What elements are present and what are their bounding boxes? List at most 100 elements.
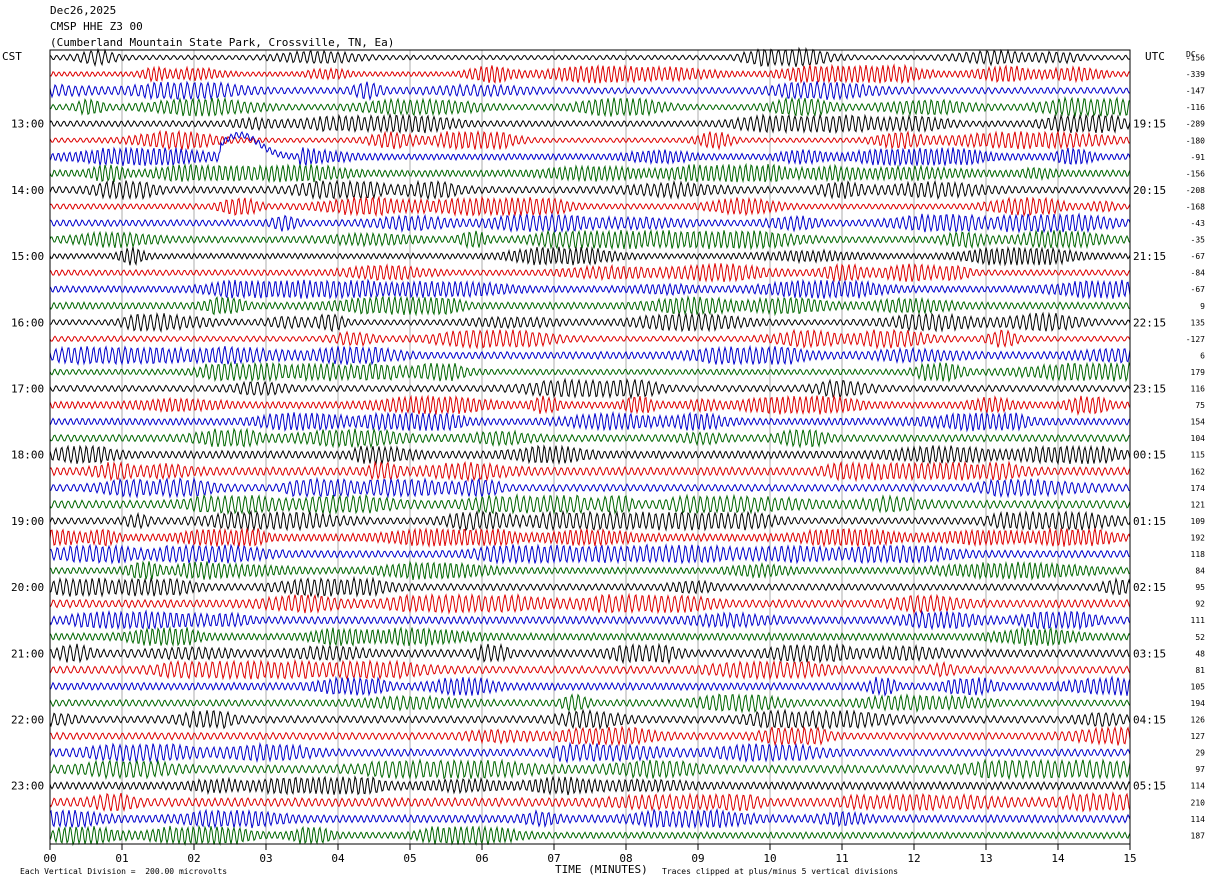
trace-row-42	[49, 741, 1131, 764]
x-tick-label: 01	[115, 852, 128, 865]
header-date: Dec26,2025	[50, 4, 117, 17]
utc-hour-label: 23:15	[1133, 383, 1166, 396]
trace-row-12	[49, 245, 1131, 267]
dc-offset-label: 29	[1195, 749, 1205, 758]
trace-row-38	[49, 675, 1131, 697]
dc-offset-label: 194	[1191, 699, 1206, 708]
trace-row-10	[49, 212, 1131, 234]
dc-offset-label: 115	[1191, 451, 1206, 460]
trace-row-6	[49, 130, 1131, 167]
trace-row-5	[49, 129, 1131, 151]
dc-offset-label: 84	[1195, 567, 1205, 576]
trace-row-1	[49, 63, 1131, 85]
dc-offset-label: -156	[1186, 169, 1205, 178]
dc-offset-label: -168	[1186, 202, 1205, 211]
dc-offset-label: -67	[1191, 252, 1206, 261]
utc-hour-label: 04:15	[1133, 714, 1166, 727]
dc-offset-label: 75	[1195, 401, 1205, 410]
utc-hour-label: 03:15	[1133, 647, 1166, 660]
dc-offset-label: -84	[1191, 269, 1206, 278]
x-tick-label: 13	[979, 852, 992, 865]
dc-offset-label: 154	[1191, 418, 1206, 427]
x-tick-label: 04	[331, 852, 345, 865]
x-tick-label: 12	[907, 852, 920, 865]
x-tick-label: 08	[619, 852, 632, 865]
scale-note: Each Vertical Division = 200.00 microvol…	[20, 867, 227, 876]
trace-row-24	[49, 444, 1131, 466]
trace-row-18	[49, 344, 1131, 366]
trace-row-7	[49, 162, 1131, 184]
trace-row-4	[49, 112, 1131, 135]
trace-row-0	[49, 46, 1131, 68]
dc-offset-label: 118	[1191, 550, 1206, 559]
x-tick-label: 10	[763, 852, 776, 865]
trace-row-34	[49, 609, 1131, 631]
utc-hour-label: 00:15	[1133, 449, 1166, 462]
dc-offset-label: 162	[1191, 467, 1206, 476]
dc-offset-label: 114	[1191, 815, 1206, 824]
dc-offset-label: 111	[1191, 616, 1206, 625]
utc-hour-label: 05:15	[1133, 780, 1166, 793]
dc-offset-label: -289	[1186, 120, 1205, 129]
trace-row-37	[49, 658, 1131, 681]
x-tick-label: 09	[691, 852, 704, 865]
dc-offset-label: 121	[1191, 500, 1206, 509]
utc-hour-label: 22:15	[1133, 316, 1166, 329]
dc-offset-label: -339	[1186, 70, 1205, 79]
utc-hour-label: 21:15	[1133, 250, 1166, 263]
trace-row-26	[49, 476, 1131, 499]
dc-offset-label: 6	[1200, 351, 1205, 360]
trace-row-43	[49, 758, 1131, 781]
utc-hour-label: 20:15	[1133, 184, 1166, 197]
trace-row-11	[49, 229, 1131, 251]
cst-hour-label: 22:00	[11, 714, 44, 727]
dc-offset-label: 92	[1195, 600, 1205, 609]
dc-offset-label: -91	[1191, 153, 1206, 162]
x-tick-label: 03	[259, 852, 272, 865]
trace-row-17	[49, 328, 1131, 350]
trace-row-32	[49, 575, 1131, 599]
header-station: CMSP HHE Z3 00	[50, 20, 143, 33]
header-location: (Cumberland Mountain State Park, Crossvi…	[50, 36, 395, 49]
dc-offset-label: 187	[1191, 831, 1206, 840]
trace-row-9	[49, 195, 1131, 218]
trace-row-16	[49, 311, 1131, 333]
dc-column-label: DC	[1186, 50, 1196, 59]
x-tick-label: 07	[547, 852, 560, 865]
dc-offset-label: 105	[1191, 682, 1206, 691]
dc-offset-labels: -156 -339 -147 -116 -289 -180 -91 -156 -208 -168 -…	[1186, 54, 1205, 841]
x-tick-label: 15	[1123, 852, 1136, 865]
trace-row-30	[49, 543, 1130, 565]
utc-hour-label: 01:15	[1133, 515, 1166, 528]
x-tick-label: 05	[403, 852, 416, 865]
trace-row-22	[49, 410, 1131, 433]
dc-offset-label: 210	[1191, 798, 1206, 807]
dc-offset-label: -35	[1191, 236, 1206, 245]
dc-offset-label: 126	[1191, 716, 1206, 725]
dc-offset-label: 109	[1191, 517, 1206, 526]
dc-offset-label: 114	[1191, 782, 1206, 791]
trace-row-36	[49, 642, 1131, 665]
utc-hour-label: 19:15	[1133, 118, 1166, 131]
dc-offset-label: 179	[1191, 368, 1206, 377]
trace-row-39	[49, 693, 1131, 714]
cst-zone-label: CST	[2, 50, 22, 63]
dc-offset-label: 192	[1191, 533, 1206, 542]
dc-offset-label: -67	[1191, 285, 1206, 294]
trace-row-41	[49, 725, 1131, 747]
trace-row-28	[49, 509, 1131, 532]
trace-row-40	[49, 708, 1131, 731]
dc-offset-label: 104	[1191, 434, 1206, 443]
x-tick-label: 11	[835, 852, 848, 865]
dc-offset-label: 174	[1191, 484, 1206, 493]
dc-offset-label: -156	[1186, 54, 1205, 63]
cst-hour-label: 13:00	[11, 118, 44, 131]
trace-row-13	[49, 262, 1131, 283]
trace-row-15	[49, 295, 1131, 317]
trace-row-27	[49, 493, 1131, 516]
clip-note: Traces clipped at plus/minus 5 vertical …	[662, 867, 898, 876]
dc-offset-label: 135	[1191, 318, 1206, 327]
dc-offset-label: -116	[1186, 103, 1205, 112]
cst-hour-label: 14:00	[11, 184, 44, 197]
